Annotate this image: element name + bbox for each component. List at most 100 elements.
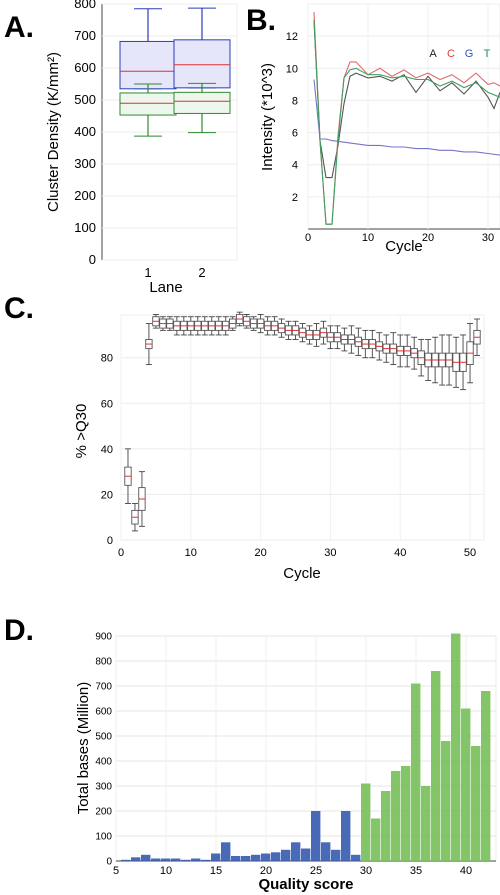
panel-a: A. 0 100 200 300 400 500 600 700 800 1 2 Cluster …: [4, 0, 238, 296]
panel-b-legend-entry: G: [465, 48, 474, 60]
panel-d-bar: [161, 858, 171, 861]
panel-d-bar: [481, 691, 491, 861]
panel-a-y-tick-label: 100: [74, 220, 96, 235]
panel-d-bar: [211, 853, 221, 861]
panel-d-bar: [371, 818, 381, 861]
panel-d-bar: [461, 708, 471, 861]
panel-a-y-tick-label: 0: [89, 252, 96, 267]
panel-b-label: B.: [246, 4, 276, 37]
panel-d-x-tick-label: 10: [160, 865, 172, 877]
panel-a-y-tick-label: 300: [74, 156, 96, 171]
panel-d-bar: [431, 671, 441, 861]
panel-d-bar: [281, 849, 291, 862]
panel-a-y-tick-label: 800: [74, 0, 96, 11]
panel-a-box: [173, 91, 231, 114]
panel-d-y-tick-label: 700: [95, 682, 112, 693]
panel-c-x-tick-label: 30: [324, 547, 336, 559]
panel-c-y-tick-label: 40: [101, 444, 113, 456]
panel-b-y-tick-label: 2: [292, 192, 298, 204]
panel-d-bar: [221, 842, 231, 862]
panel-d-bar: [271, 852, 281, 862]
panel-b-x-axis-title: Cycle: [385, 238, 423, 255]
panel-d-x-tick-label: 25: [310, 865, 322, 877]
panel-d-bar: [401, 766, 411, 861]
panel-d: D. 0 100 200 300 400 500 600 700 800 900 5 10 15 20 2…: [4, 614, 497, 893]
panel-b-legend-entry: A: [429, 48, 437, 60]
panel-d-y-tick-label: 200: [95, 807, 112, 818]
panel-a-y-tick-label: 500: [74, 92, 96, 107]
panel-b-line-G: [313, 79, 500, 156]
panel-c-y-axis-title: % >Q30: [73, 404, 90, 459]
panel-d-label: D.: [4, 614, 34, 647]
panel-c-x-axis-title: Cycle: [283, 565, 321, 582]
panel-b-x-tick-label: 0: [305, 232, 311, 244]
panel-b-x-tick-label: 20: [422, 232, 434, 244]
panel-c-y-tick-label: 80: [101, 353, 113, 365]
panel-d-x-tick-label: 5: [113, 865, 119, 877]
panel-c-y-tick-label: 60: [101, 398, 113, 410]
panel-c-y-tick-label: 0: [107, 535, 113, 547]
panel-d-y-tick-label: 100: [95, 832, 112, 843]
panel-c-x-tick-label: 10: [185, 547, 197, 559]
panel-d-bar: [151, 858, 161, 861]
panel-d-bar: [251, 854, 261, 862]
panel-d-bar: [261, 853, 271, 861]
panel-d-bar: [141, 854, 151, 862]
panel-d-y-tick-label: 500: [95, 732, 112, 743]
panel-a-y-tick-label: 200: [74, 188, 96, 203]
panel-d-bar: [201, 859, 211, 862]
panel-d-y-tick-label: 400: [95, 757, 112, 768]
panel-d-bar: [421, 786, 431, 861]
panel-d-bar: [171, 858, 181, 861]
panel-b-legend-entry: C: [447, 48, 455, 60]
panel-d-bar: [391, 771, 401, 861]
panel-b-plot-area: [307, 3, 500, 230]
panel-a-y-tick-label: 700: [74, 28, 96, 43]
panel-d-bar: [441, 741, 451, 861]
panel-d-bar: [351, 854, 361, 862]
panel-d-bar: [381, 791, 391, 861]
panel-a-y-tick-label: 600: [74, 60, 96, 75]
panel-b-line-T: [313, 20, 500, 225]
panel-d-x-axis-title: Quality score: [258, 876, 353, 893]
panel-a-box: [173, 39, 231, 89]
panel-a-box: [119, 92, 177, 116]
panel-c-label: C.: [4, 292, 34, 325]
panel-b-y-tick-label: 6: [292, 128, 298, 140]
panel-d-y-tick-label: 900: [95, 632, 112, 643]
panel-b-y-tick-label: 12: [286, 31, 298, 43]
panel-c-plot-area: [120, 314, 485, 541]
panel-d-bar: [121, 859, 131, 862]
panel-d-bar: [291, 842, 301, 862]
panel-c-x-tick-label: 20: [254, 547, 266, 559]
panel-d-x-tick-label: 20: [260, 865, 272, 877]
panel-d-bar: [191, 858, 201, 861]
panel-d-bar: [471, 746, 481, 861]
panel-d-bar: [331, 849, 341, 862]
panel-d-y-tick-label: 0: [106, 857, 112, 868]
panel-d-bar: [411, 683, 421, 861]
panel-b-y-tick-label: 4: [292, 160, 298, 172]
panel-b-y-axis-title: Intensity (*10^3): [259, 63, 276, 171]
panel-b-y-tick-label: 10: [286, 63, 298, 75]
panel-d-y-tick-label: 800: [95, 657, 112, 668]
panel-d-x-tick-label: 15: [210, 865, 222, 877]
panel-b-x-tick-label: 30: [482, 232, 494, 244]
panel-d-x-tick-label: 35: [410, 865, 422, 877]
panel-d-bar: [241, 856, 251, 861]
panel-d-bar: [181, 859, 191, 862]
panel-a-x-axis-title: Lane: [149, 279, 182, 296]
panel-c: C. 0 20 40 60 80 0 10 20 30 40 50 % >Q30 Cycle: [4, 292, 485, 582]
panel-b-y-tick-label: 8: [292, 95, 298, 107]
panel-d-x-tick-label: 40: [460, 865, 472, 877]
panel-d-bar: [451, 633, 461, 861]
panel-a-label: A.: [4, 11, 34, 44]
panel-d-bar: [341, 811, 351, 861]
panel-a-box: [119, 40, 177, 90]
panel-d-bar: [361, 783, 371, 861]
panel-d-bar: [131, 857, 141, 862]
panel-b-x-tick-label: 10: [362, 232, 374, 244]
panel-b-line-A: [313, 20, 500, 179]
panel-d-y-tick-label: 600: [95, 707, 112, 718]
